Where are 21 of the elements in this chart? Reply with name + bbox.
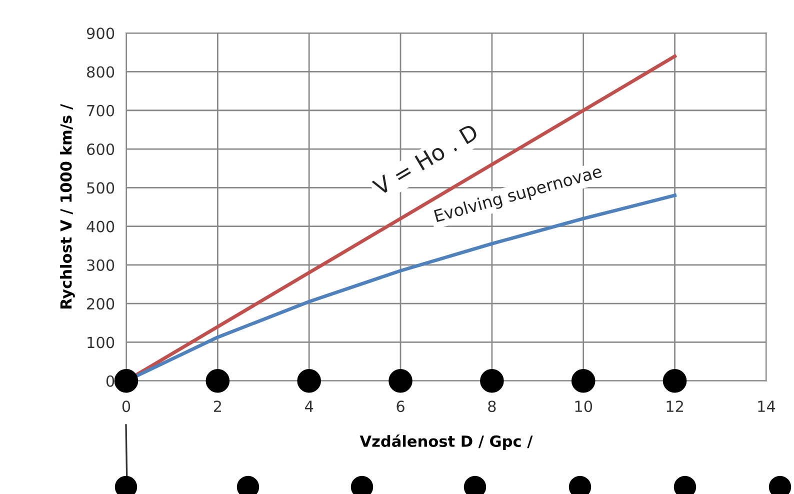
x-tick-label: 6 (396, 400, 404, 412)
y-tick-label: 500 (87, 182, 114, 194)
y-tick-label: 900 (86, 28, 114, 40)
y-tick-label: 0 (106, 375, 114, 387)
x-tick-label: 10 (575, 400, 592, 412)
text: V = Ho . D (372, 123, 480, 196)
y-tick-label: 600 (87, 143, 114, 156)
x-axis-title: Vzdálenost D / Gpc / (360, 434, 533, 450)
y-tick-label: 700 (87, 104, 114, 116)
y-tick-label: 800 (87, 66, 114, 78)
x-tick-label: 14 (758, 400, 776, 412)
y-tick-label: 200 (87, 298, 114, 310)
y-tick-label: 100 (88, 336, 114, 348)
y-tick-label: 300 (87, 259, 114, 271)
x-tick-label: 4 (304, 400, 314, 412)
y-axis-title: Rychlost V / 1000 km/s / (60, 104, 75, 309)
x-tick-label: 2 (214, 400, 221, 412)
x-tick-label: 12 (666, 400, 683, 412)
x-tick-label: 8 (488, 400, 496, 412)
y-tick-label: 400 (86, 220, 114, 232)
x-tick-label: 0 (122, 400, 130, 412)
